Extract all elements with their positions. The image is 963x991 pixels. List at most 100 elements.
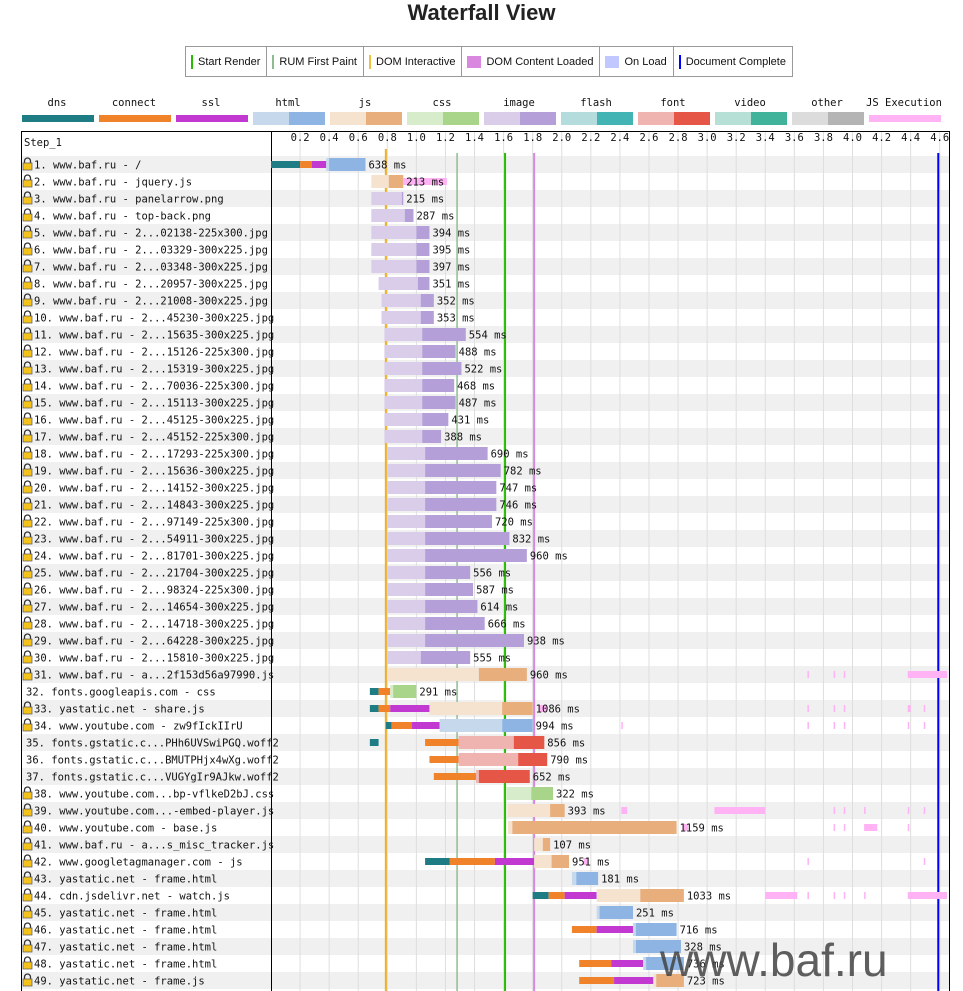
lock-icon-body (22, 434, 33, 443)
js-execution-bar (682, 824, 689, 831)
tick-label: 3.0 (698, 132, 717, 144)
dns-bar (369, 688, 379, 695)
request-download-bar (512, 821, 677, 834)
request-label: 1. www.baf.ru - / (34, 160, 141, 172)
lock-icon-body (22, 944, 33, 953)
connect-bar (378, 705, 391, 712)
request-label: 30. www.baf.ru - 2...15810-300x225.jpg (34, 653, 274, 665)
request-time: 856 ms (547, 738, 585, 750)
js-execution-bar (907, 722, 910, 729)
js-execution-bar (833, 705, 836, 712)
type-legend-video: video (734, 97, 766, 109)
legend-start-render: Start Render (186, 47, 268, 76)
request-time: 1159 ms (680, 823, 724, 835)
request-download-bar (404, 209, 414, 222)
request-download-bar (542, 838, 551, 851)
tick-label: 1.4 (465, 132, 484, 144)
request-download-bar (531, 787, 554, 800)
connect-bar (300, 161, 312, 168)
request-download-bar (478, 770, 530, 783)
request-wait-bar (506, 787, 532, 800)
js-execution-bar (807, 892, 809, 899)
request-time: 487 ms (459, 398, 497, 410)
dns-bar (385, 722, 392, 729)
type-legend-swatch-light (407, 112, 443, 125)
request-time: 488 ms (459, 347, 497, 359)
request-label: 3. www.baf.ru - panelarrow.png (34, 194, 224, 206)
type-legend-swatch-light (715, 112, 751, 125)
request-time: 556 ms (473, 568, 511, 580)
request-label: 7. www.baf.ru - 2...03348-300x225.jpg (34, 262, 268, 274)
request-label: 12. www.baf.ru - 2...15126-225x300.jpg (34, 347, 274, 359)
request-download-bar (422, 362, 462, 375)
request-wait-bar (458, 753, 519, 766)
request-label: 32. fonts.googleapis.com - css (26, 687, 216, 699)
lock-icon-body (22, 621, 33, 630)
lock-icon-body (22, 417, 33, 426)
type-legend-connect: connect (112, 97, 156, 109)
request-wait-bar (378, 277, 418, 290)
request-download-bar (551, 855, 570, 868)
request-wait-bar (387, 498, 426, 511)
request-download-bar (425, 600, 478, 613)
request-download-bar (425, 617, 485, 630)
request-label: 11. www.baf.ru - 2...15635-300x225.jpg (34, 330, 274, 342)
row-bg (21, 904, 949, 921)
legend-rum-first-paint: RUM First Paint (267, 47, 364, 76)
ssl-bar (390, 705, 430, 712)
legend-dom-interactive: DOM Interactive (364, 47, 463, 76)
js-execution-bar (833, 807, 836, 814)
lock-icon-body (22, 196, 33, 205)
request-download-bar (599, 906, 633, 919)
js-execution-bar (907, 824, 910, 831)
lock-icon (23, 667, 32, 674)
legend-swatch (272, 54, 275, 69)
request-wait-bar (534, 838, 543, 851)
request-wait-bar (653, 974, 657, 987)
request-time: 652 ms (533, 772, 571, 784)
request-download-bar (550, 804, 565, 817)
type-legend-swatch-light (638, 112, 674, 125)
tick-label: 1.2 (436, 132, 455, 144)
lock-icon (23, 582, 32, 589)
js-execution-bar (843, 892, 846, 899)
js-execution-bar (621, 722, 623, 729)
request-download-bar (416, 243, 430, 256)
request-wait-bar (371, 209, 405, 222)
js-execution-bar (538, 705, 548, 712)
request-wait-bar (387, 668, 479, 681)
request-label: 8. www.baf.ru - 2...20957-300x225.jpg (34, 279, 268, 291)
request-wait-bar (387, 481, 426, 494)
request-wait-bar (387, 600, 426, 613)
js-execution-bar (843, 671, 846, 678)
request-wait-bar (507, 821, 513, 834)
legend-swatch (191, 54, 193, 69)
tick-label: 4.2 (872, 132, 891, 144)
dns-bar (425, 858, 450, 865)
lock-icon (23, 191, 32, 198)
lock-icon (23, 820, 32, 827)
request-download-bar (420, 311, 434, 324)
request-time: 960 ms (530, 551, 568, 563)
lock-icon-body (22, 978, 33, 987)
legend-document-complete: Document Complete (674, 47, 792, 76)
row-bg (21, 394, 949, 411)
lock-icon-body (22, 213, 33, 222)
request-time: 1033 ms (687, 891, 731, 903)
request-label: 4. www.baf.ru - top-back.png (34, 211, 211, 223)
request-download-bar (422, 379, 455, 392)
type-legend-swatch-light (561, 112, 597, 125)
lock-icon-body (22, 638, 33, 647)
request-wait-bar (632, 923, 636, 936)
lock-icon (23, 786, 32, 793)
request-wait-bar (384, 328, 423, 341)
request-label: 37. fonts.gstatic.c...VUGYgIr9AJkw.woff2 (26, 772, 279, 784)
lock-icon (23, 922, 32, 929)
request-time: 353 ms (437, 313, 475, 325)
lock-icon (23, 412, 32, 419)
js-execution-bar (864, 807, 866, 814)
lock-icon (23, 650, 32, 657)
request-label: 13. www.baf.ru - 2...15319-300x225.jpg (34, 364, 274, 376)
js-execution-bar (807, 858, 809, 865)
type-legend-swatch-dark (828, 112, 864, 125)
